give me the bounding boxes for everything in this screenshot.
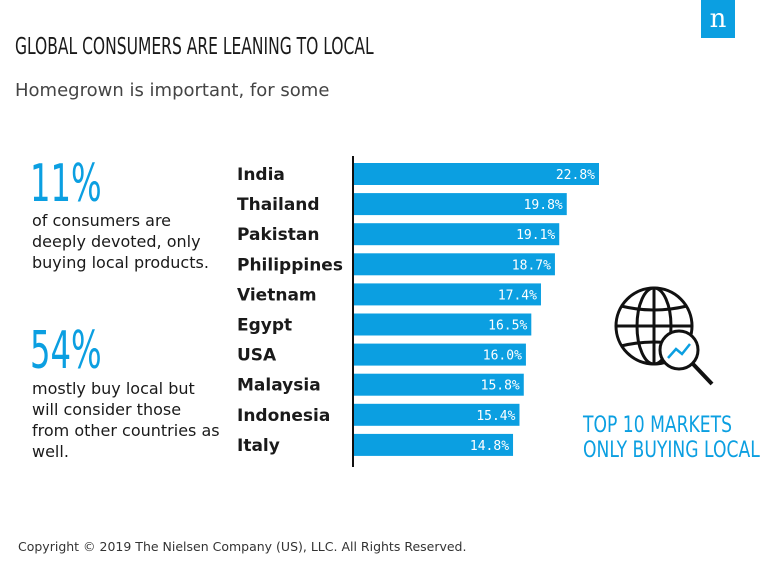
- category-label: Indonesia: [237, 406, 330, 426]
- bar-value-label: 16.0%: [483, 349, 522, 364]
- category-label: Vietnam: [237, 285, 317, 305]
- stat-devoted-text: of consumers are deeply devoted, only bu…: [32, 211, 209, 272]
- bar-value-label: 22.8%: [556, 168, 595, 183]
- stat-devoted-value: 11%: [30, 154, 102, 214]
- bar: [354, 403, 520, 426]
- category-label: India: [237, 165, 285, 185]
- chart-caption-line2: ONLY BUYING LOCAL: [583, 438, 760, 463]
- bar: [354, 223, 560, 246]
- category-label: Philippines: [237, 255, 343, 275]
- page-title: GLOBAL CONSUMERS ARE LEANING TO LOCAL: [15, 34, 374, 60]
- copyright-footer: Copyright © 2019 The Nielsen Company (US…: [18, 539, 467, 554]
- chart-caption: TOP 10 MARKETS ONLY BUYING LOCAL: [583, 413, 760, 463]
- page-subtitle: Homegrown is important, for some: [15, 80, 330, 101]
- stat-mostly-local-text: mostly buy local but will consider those…: [32, 379, 220, 461]
- category-label: USA: [237, 346, 277, 366]
- bar: [354, 433, 514, 456]
- bar-value-label: 15.4%: [476, 409, 515, 424]
- bar-value-label: 17.4%: [498, 288, 537, 303]
- bar: [354, 313, 532, 336]
- bar-value-label: 19.8%: [524, 198, 563, 213]
- bar-value-label: 18.7%: [512, 258, 551, 273]
- category-label: Malaysia: [237, 376, 321, 396]
- bar: [354, 193, 567, 216]
- bar-value-label: 14.8%: [470, 439, 509, 454]
- category-label: Pakistan: [237, 225, 319, 245]
- category-label: Egypt: [237, 316, 292, 336]
- chart-caption-line1: TOP 10 MARKETS: [583, 413, 733, 438]
- bar-value-label: 15.8%: [481, 379, 520, 394]
- bar: [354, 253, 555, 276]
- bar: [354, 163, 599, 185]
- bar-value-label: 19.1%: [516, 228, 555, 243]
- category-label: Thailand: [237, 195, 320, 215]
- bar: [354, 373, 524, 396]
- stat-mostly-local-value: 54%: [30, 321, 102, 381]
- nielsen-logo: n: [701, 0, 735, 38]
- bar-value-label: 16.5%: [488, 319, 527, 334]
- bar: [354, 343, 526, 366]
- globe-magnifier-icon: [614, 286, 714, 386]
- category-label: Italy: [237, 436, 280, 456]
- bar: [354, 283, 541, 306]
